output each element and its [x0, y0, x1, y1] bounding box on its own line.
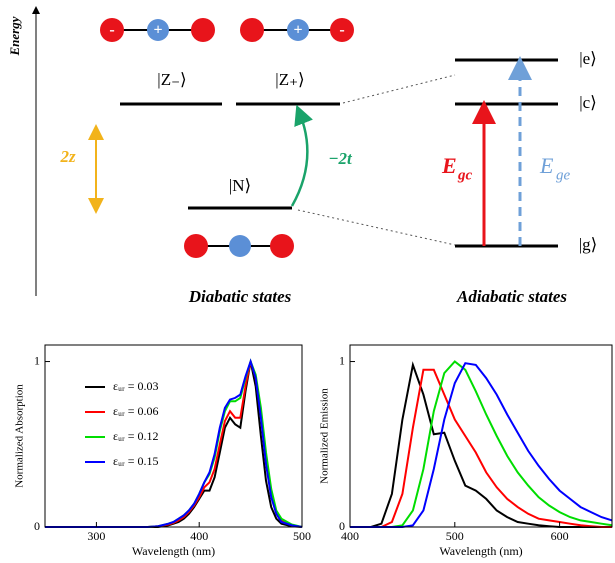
charge: +: [293, 22, 302, 39]
connector: [342, 74, 456, 104]
y-tick-label: 1: [34, 353, 40, 367]
caption: Diabatic states: [188, 287, 292, 306]
state-label: |Z₋⟩: [157, 70, 186, 89]
plot-frame: [349, 344, 613, 528]
transition-label: E: [441, 153, 457, 178]
energy-label: Energy: [7, 16, 22, 56]
legend-label: εᵤᵣ = 0.12: [113, 429, 159, 443]
charge: +: [153, 22, 162, 39]
x-tick-label: 500: [446, 529, 464, 543]
ion-neutral: [184, 234, 294, 258]
x-tick-label: 600: [551, 529, 569, 543]
charge: -: [109, 22, 114, 39]
x-tick-label: 400: [190, 529, 208, 543]
diagram: Energy - + + - |Z₋⟩ |Z₊⟩ |N⟩ 2z −2t: [7, 6, 598, 306]
x-axis-label: Wavelength (nm): [132, 544, 215, 558]
state-label: |Z₊⟩: [275, 70, 304, 89]
ion-left: - +: [100, 18, 215, 42]
state-label: |c⟩: [579, 93, 597, 112]
y-tick-label: 1: [339, 353, 345, 367]
series-line: [350, 361, 612, 528]
legend-label: εᵤᵣ = 0.15: [113, 454, 159, 468]
caption: Adiabatic states: [456, 287, 567, 306]
connector: [297, 209, 456, 246]
series-line: [350, 368, 612, 528]
legend-label: εᵤᵣ = 0.06: [113, 404, 159, 418]
transition-sub: ge: [556, 167, 571, 183]
legend-label: εᵤᵣ = 0.03: [113, 379, 159, 393]
plot-frame: [44, 344, 303, 528]
y-axis-label: Normalized Emission: [319, 388, 331, 484]
state-label: |N⟩: [229, 176, 251, 195]
transition-label: E: [539, 153, 554, 178]
transition-sub: gc: [457, 167, 473, 183]
state-label: |g⟩: [579, 235, 598, 254]
chart: 400 500 600 0 1 Wavelength (nm) Normalized Emi…: [319, 344, 613, 558]
x-axis-label: Wavelength (nm): [439, 544, 522, 558]
ion-right: + -: [240, 18, 354, 42]
charge: -: [339, 22, 344, 39]
coupling-label: −2t: [328, 149, 353, 168]
x-tick-label: 300: [87, 529, 105, 543]
x-tick-label: 400: [341, 529, 359, 543]
y-tick-label: 0: [34, 519, 40, 533]
splitting-label: 2z: [59, 147, 76, 166]
series-line: [45, 358, 303, 528]
y-tick-label: 0: [339, 519, 345, 533]
coupling-arrow: [290, 104, 313, 207]
x-tick-label: 500: [293, 529, 311, 543]
y-axis-label: Normalized Absorption: [14, 384, 26, 488]
chart: 300 400 500 0 1 Wavelength (nm) Normalized Abs…: [14, 344, 311, 558]
state-label: |e⟩: [579, 49, 597, 68]
